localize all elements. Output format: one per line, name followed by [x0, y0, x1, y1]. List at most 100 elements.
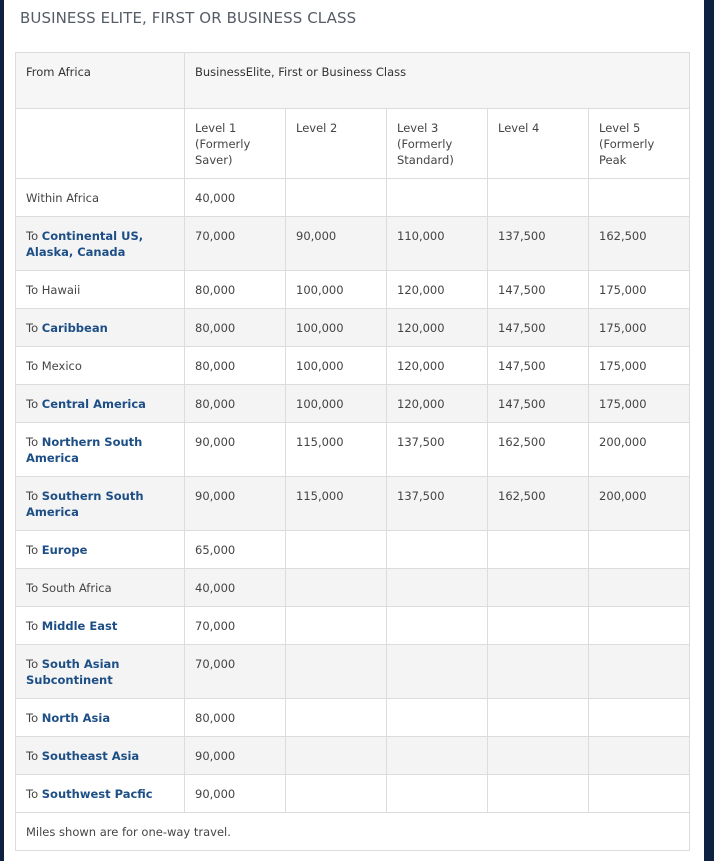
miles-cell: 90,000 [184, 422, 286, 477]
miles-cell: 115,000 [285, 476, 387, 531]
header-row: From Africa BusinessElite, First or Busin… [15, 52, 691, 109]
miles-cell: 80,000 [184, 698, 286, 737]
destination-link[interactable]: Southeast Asia [41, 749, 140, 763]
miles-cell: 115,000 [285, 422, 387, 477]
miles-cell: 90,000 [184, 774, 286, 813]
destination-link[interactable]: Southern South America [26, 489, 144, 519]
destination-text: To South Africa [26, 581, 112, 595]
miles-cell: 120,000 [386, 270, 488, 309]
data-row: To Northern South America 90,000 115,000 13… [15, 422, 691, 477]
empty-cell [587, 178, 691, 217]
destination-link[interactable]: Europe [41, 543, 88, 557]
miles-cell: 175,000 [587, 346, 691, 385]
miles-cell: 65,000 [184, 530, 286, 569]
empty-cell [587, 736, 691, 775]
empty-cell [587, 774, 691, 813]
data-row: To Southern South America 90,000 115,000 13… [15, 476, 691, 531]
empty-cell [487, 530, 589, 569]
empty-cell [487, 568, 589, 607]
miles-cell: 100,000 [285, 346, 387, 385]
miles-cell: 80,000 [184, 308, 286, 347]
destination-link[interactable]: North Asia [41, 711, 111, 725]
miles-cell: 162,500 [587, 216, 691, 271]
miles-cell: 80,000 [184, 346, 286, 385]
destination-prefix: To [26, 321, 39, 335]
destination-prefix: To [26, 543, 39, 557]
destination-prefix: To [26, 711, 39, 725]
miles-cell: 147,500 [487, 308, 589, 347]
data-row: To Southwest Pacfic 90,000 [15, 774, 691, 813]
miles-cell: 147,500 [487, 384, 589, 423]
miles-cell: 175,000 [587, 308, 691, 347]
miles-cell: 200,000 [587, 422, 691, 477]
destination-cell: Within Africa [15, 178, 185, 217]
destination-link[interactable]: Caribbean [41, 321, 108, 335]
destination-text: Within Africa [26, 191, 100, 205]
empty-cell [587, 644, 691, 699]
data-row: To Southeast Asia 90,000 [15, 736, 691, 775]
destination-cell: To Middle East [15, 606, 185, 645]
empty-cell [285, 568, 387, 607]
award-table: From Africa BusinessElite, First or Busin… [14, 52, 691, 851]
empty-cell [386, 568, 488, 607]
footnote-row: Miles shown are for one-way travel. [14, 812, 691, 851]
destination-cell: To Mexico [15, 346, 185, 385]
destination-cell: To Southern South America [15, 476, 185, 531]
data-row: To South Africa 40,000 [15, 568, 691, 607]
destination-link[interactable]: South Asian Subcontinent [26, 657, 120, 687]
destination-cell: To South Asian Subcontinent [15, 644, 185, 699]
destination-prefix: To [26, 489, 39, 503]
level-heading: Level 4 [487, 108, 589, 179]
destination-cell: To Central America [15, 384, 185, 423]
empty-cell [386, 698, 488, 737]
destination-link[interactable]: Central America [41, 397, 146, 411]
miles-cell: 147,500 [487, 346, 589, 385]
destination-cell: To Southeast Asia [15, 736, 185, 775]
miles-cell: 40,000 [184, 178, 286, 217]
empty-cell [386, 530, 488, 569]
data-row: To North Asia 80,000 [15, 698, 691, 737]
miles-cell: 137,500 [487, 216, 589, 271]
empty-cell [386, 644, 488, 699]
empty-cell [487, 698, 589, 737]
empty-cell [386, 774, 488, 813]
empty-cell [487, 644, 589, 699]
destination-cell: To Northern South America [15, 422, 185, 477]
miles-cell: 162,500 [487, 422, 589, 477]
destination-prefix: To [26, 229, 39, 243]
empty-cell [285, 530, 387, 569]
destination-prefix: To [26, 435, 39, 449]
destination-prefix: To [26, 749, 39, 763]
footnote: Miles shown are for one-way travel. [14, 812, 691, 851]
miles-cell: 70,000 [184, 216, 286, 271]
destination-prefix: To [26, 787, 39, 801]
data-row: To Mexico 80,000 100,000 120,000 147,500 175,… [15, 346, 691, 385]
destination-cell: To Caribbean [15, 308, 185, 347]
destination-link[interactable]: Northern South America [26, 435, 143, 465]
destination-cell: To Hawaii [15, 270, 185, 309]
destination-cell: To Continental US, Alaska, Canada [15, 216, 185, 271]
empty-cell [587, 530, 691, 569]
destination-link[interactable]: Continental US, Alaska, Canada [26, 229, 144, 259]
empty-cell [285, 698, 387, 737]
section-title: BUSINESS ELITE, FIRST OR BUSINESS CLASS [20, 9, 357, 27]
miles-cell: 175,000 [587, 384, 691, 423]
empty-cell [285, 736, 387, 775]
miles-cell: 120,000 [386, 308, 488, 347]
level-heading: Level 1 (Formerly Saver) [184, 108, 286, 179]
miles-cell: 100,000 [285, 308, 387, 347]
table-body: From Africa BusinessElite, First or Busin… [14, 52, 691, 851]
destination-prefix: To [26, 619, 39, 633]
destination-text: To Mexico [26, 359, 82, 373]
data-row: Within Africa 40,000 [15, 178, 691, 217]
empty-cell [285, 774, 387, 813]
data-row: To Middle East 70,000 [15, 606, 691, 645]
data-row: To Central America 80,000 100,000 120,000 14… [15, 384, 691, 423]
miles-cell: 120,000 [386, 384, 488, 423]
miles-cell: 120,000 [386, 346, 488, 385]
destination-link[interactable]: Southwest Pacfic [41, 787, 153, 801]
data-row: To Hawaii 80,000 100,000 120,000 147,500 175,… [15, 270, 691, 309]
destination-link[interactable]: Middle East [41, 619, 118, 633]
level-heading: Level 3 (Formerly Standard) [386, 108, 488, 179]
miles-cell: 80,000 [184, 270, 286, 309]
